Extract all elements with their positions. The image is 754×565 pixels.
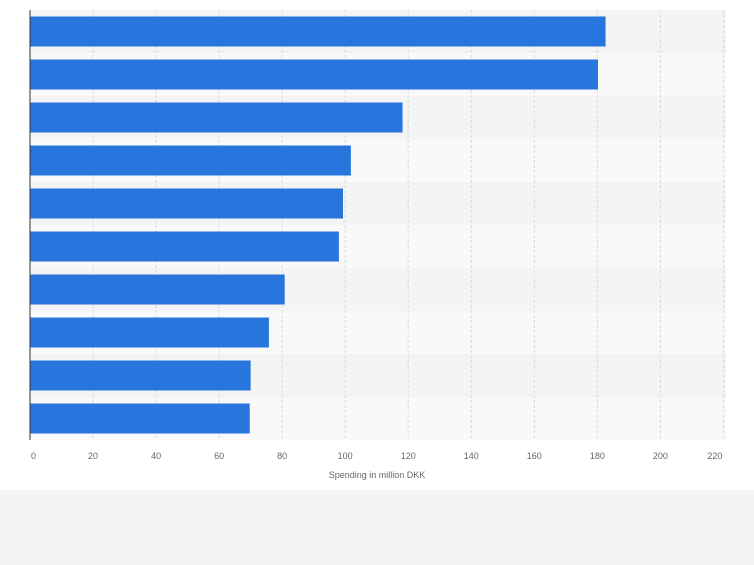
bar: [30, 360, 251, 391]
x-tick-label: 160: [527, 451, 542, 461]
x-tick-label: 100: [338, 451, 353, 461]
bars: [30, 16, 606, 434]
bar: [30, 59, 598, 90]
bar: [30, 188, 343, 219]
x-tick-label: 60: [214, 451, 224, 461]
bar: [30, 16, 606, 47]
x-tick-label: 0: [31, 451, 36, 461]
bar: [30, 274, 285, 305]
bar: [30, 403, 250, 434]
x-tick-label: 120: [401, 451, 416, 461]
bar: [30, 317, 269, 348]
x-tick-label: 80: [277, 451, 287, 461]
bar: [30, 102, 403, 133]
x-tick-label: 200: [653, 451, 668, 461]
x-tick-label: 40: [151, 451, 161, 461]
bar: [30, 145, 351, 176]
x-axis-label: Spending in million DKK: [329, 470, 426, 480]
bar: [30, 231, 339, 262]
x-tick-label: 20: [88, 451, 98, 461]
x-tick-label: 220: [707, 451, 722, 461]
x-tick-labels: 0 20 40 60 80 100 120 140 160 180 200 220: [31, 451, 722, 461]
x-tick-label: 140: [464, 451, 479, 461]
x-tick-label: 180: [590, 451, 605, 461]
